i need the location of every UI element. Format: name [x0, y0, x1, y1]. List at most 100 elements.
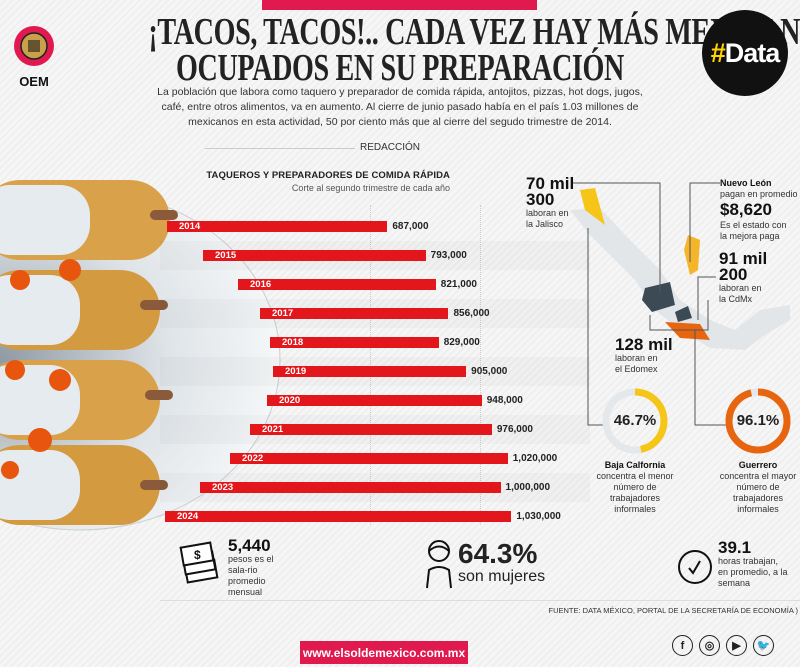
category-label: 2023	[212, 482, 234, 493]
description: La población que labora como taquero y p…	[157, 86, 643, 128]
category-label: 2014	[179, 221, 201, 232]
guerrero-text: concentra el mayor número de trabajadore…	[719, 471, 797, 514]
oem-logo: OEM	[14, 26, 54, 89]
facebook-icon[interactable]: f	[672, 635, 693, 656]
twitter-icon[interactable]: 🐦	[753, 635, 774, 656]
data-label: 905,000	[471, 366, 508, 377]
nuevo-leon-callout: Nuevo León pagan en promedio $8,620 Es e…	[720, 178, 800, 242]
hours-value: 39.1	[718, 538, 752, 557]
jalisco-text: laboran en la Jalisco	[526, 208, 569, 229]
byline-text: REDACCIÓN	[360, 142, 421, 153]
cdmx-text: laboran en la CdMx	[719, 283, 762, 304]
youtube-icon[interactable]: ▶	[726, 635, 747, 656]
cdmx-value-2: 200	[719, 265, 748, 284]
data-label: 687,000	[392, 221, 429, 232]
guerrero-caption: Guerrero concentra el mayor número de tr…	[713, 460, 800, 515]
category-label: 2018	[282, 337, 304, 348]
hours-stat: 39.1 horas trabajan, en promedio, a la s…	[718, 538, 798, 589]
jalisco-value-2: 300	[526, 190, 555, 209]
jalisco-callout: 70 mil 300 laboran en la Jalisco	[526, 174, 576, 230]
salary-text: pesos es el sala-rio promedio mensual	[228, 554, 274, 597]
hours-text: horas trabajan, en promedio, a la semana	[718, 556, 788, 588]
baja-california-caption: Baja Calfornia concentra el menor número…	[590, 460, 680, 515]
top-accent-bar	[262, 0, 537, 10]
bar-2015	[203, 250, 426, 261]
category-label: 2017	[272, 308, 294, 319]
women-stat: 64.3% son mujeres	[458, 540, 545, 586]
bar-2014	[167, 221, 388, 232]
cdmx-value-1: 91 mil	[719, 249, 768, 268]
money-icon: $	[179, 541, 219, 584]
donut-fill	[725, 388, 791, 454]
data-label: 1,000,000	[505, 482, 551, 493]
divider	[160, 600, 800, 601]
category-label: 2021	[262, 424, 284, 435]
data-label: 1,030,000	[516, 511, 561, 522]
guerrero-donut	[725, 388, 791, 454]
salary-value: 5,440	[228, 536, 271, 555]
bar-2016	[238, 279, 436, 290]
clock-icon	[678, 550, 712, 584]
salary-stat: 5,440 pesos es el sala-rio promedio mens…	[228, 536, 308, 598]
tacos-illustration	[0, 180, 281, 531]
instagram-icon[interactable]: ◎	[699, 635, 720, 656]
guerrero-state: Guerrero	[738, 460, 778, 470]
bar-2021	[250, 424, 492, 435]
donut-fill	[602, 388, 668, 454]
category-label: 2020	[279, 395, 301, 406]
edomex-text: laboran en el Edomex	[615, 353, 658, 374]
data-label: 976,000	[496, 424, 533, 435]
page-title: ¡TACOS, TACOS!.. CADA VEZ HAY MÁS MEXICA…	[60, 13, 800, 89]
data-badge: # Data	[702, 10, 788, 96]
byline: REDACCIÓN	[0, 142, 800, 154]
category-label: 2015	[215, 250, 237, 261]
edomex-region	[675, 306, 692, 322]
mexico-map	[570, 188, 790, 350]
title-line-2: OCUPADOS EN SU PREPARACIÓN	[176, 47, 624, 89]
badge-text: Data	[724, 37, 781, 68]
category-label: 2024	[177, 511, 199, 522]
nuevo-leon-text: Es el estado con la mejora paga	[720, 220, 787, 241]
nuevo-leon-region	[684, 235, 700, 275]
category-label: 2019	[285, 366, 307, 377]
category-label: 2016	[250, 279, 272, 290]
baja-california-region	[580, 188, 605, 225]
bar-2020	[267, 395, 482, 406]
data-label: 793,000	[430, 250, 467, 261]
gridline	[370, 205, 371, 525]
chart-subtitle: Corte al segundo trimestre de cada año	[291, 183, 450, 193]
bar-2023	[200, 482, 501, 493]
jalisco-region	[642, 282, 675, 312]
women-text: son mujeres	[458, 568, 546, 585]
bar-2017	[260, 308, 449, 319]
data-label: 829,000	[443, 337, 480, 348]
data-label: 821,000	[440, 279, 477, 290]
nuevo-leon-value: $8,620	[720, 200, 772, 219]
bar-2019	[273, 366, 467, 377]
gridline	[480, 205, 481, 525]
edomex-callout: 128 mil laboran en el Edomex	[615, 336, 673, 375]
guerrero-pct: 96.1%	[736, 412, 780, 429]
source-note: FUENTE: DATA MÉXICO, PORTAL DE LA SECRET…	[548, 606, 799, 615]
svg-text:$: $	[194, 548, 201, 562]
women-value: 64.3%	[458, 538, 538, 569]
badge-hash: #	[710, 37, 726, 68]
baja-california-donut	[602, 388, 668, 454]
guerrero-region	[665, 322, 710, 340]
woman-icon	[426, 540, 452, 589]
bar-2018	[270, 337, 439, 348]
data-label: 856,000	[453, 308, 490, 319]
cdmx-callout: 91 mil 200 laboran en la CdMx	[719, 249, 769, 305]
chart-title: TAQUEROS Y PREPARADORES DE COMIDA RÁPIDA	[206, 170, 450, 181]
category-label: 2022	[242, 453, 264, 464]
data-label: 1,020,000	[512, 453, 558, 464]
bar-2022	[230, 453, 508, 464]
jalisco-value-1: 70 mil	[526, 174, 575, 193]
data-label: 948,000	[486, 395, 523, 406]
svg-text:OEM: OEM	[19, 74, 49, 89]
bar-2024	[165, 511, 512, 522]
nuevo-leon-pre: pagan en promedio	[720, 189, 798, 199]
baja-california-pct: 46.7%	[613, 412, 657, 429]
website-link[interactable]: www.elsoldemexico.com.mx	[300, 641, 468, 664]
